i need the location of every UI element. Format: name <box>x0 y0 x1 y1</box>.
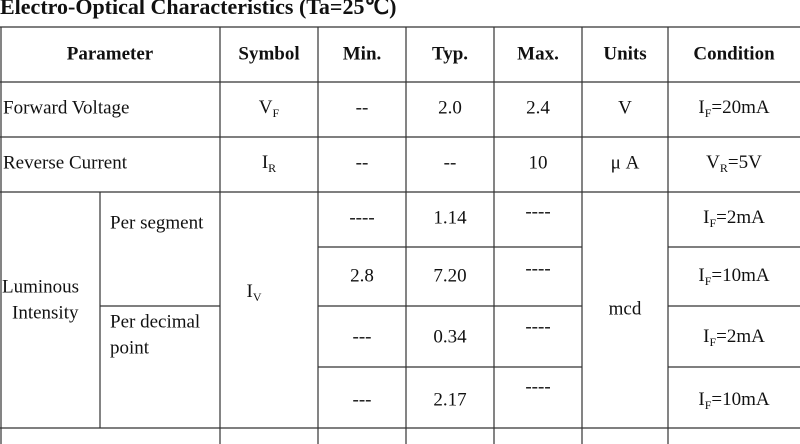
min-cell: --- <box>353 326 372 347</box>
subscript: F <box>705 106 712 120</box>
max-cell: ---- <box>525 258 550 279</box>
min-cell: --- <box>353 389 372 410</box>
table-grid <box>0 26 800 444</box>
title: Electro-Optical Characteristics (Ta=25℃) <box>0 0 397 19</box>
subscript: F <box>273 106 280 120</box>
condition-cell: IF=2mA <box>703 207 765 229</box>
typ-cell: 2.17 <box>433 389 466 410</box>
condition-cell: IF=20mA <box>698 97 770 119</box>
min-cell: 2.8 <box>350 265 374 286</box>
suffix: =2mA <box>716 326 765 347</box>
header-cell: Parameter <box>67 43 154 64</box>
subscript: R <box>268 161 276 175</box>
suffix: =10mA <box>711 389 769 410</box>
typ-cell: 0.34 <box>433 326 467 347</box>
header-cell: Condition <box>693 43 775 64</box>
min-cell: -- <box>356 97 369 118</box>
symbol-cell: IR <box>262 152 276 174</box>
subscript: F <box>705 398 712 412</box>
min-cell: ---- <box>349 207 374 228</box>
parameter-cell: Intensity <box>12 302 79 323</box>
main-text: V <box>259 97 273 118</box>
min-cell: -- <box>356 152 369 173</box>
symbol-cell: VF <box>259 97 280 119</box>
main-text: I <box>262 152 268 173</box>
suffix: =2mA <box>716 207 765 228</box>
typ-cell: 2.0 <box>438 97 462 118</box>
suffix: =10mA <box>711 265 769 286</box>
parameter-cell: Luminous <box>2 276 79 297</box>
condition-cell: VR=5V <box>706 152 762 174</box>
header-cell: Typ. <box>432 43 468 64</box>
parameter-cell: Forward Voltage <box>3 97 129 118</box>
parameter-cell: Reverse Current <box>3 152 128 173</box>
header-cell: Min. <box>343 43 382 64</box>
units-cell: mcd <box>609 298 642 319</box>
main-text: I <box>247 281 253 302</box>
main-text: I <box>698 389 704 410</box>
main-text: I <box>698 97 704 118</box>
condition-cell: IF=2mA <box>703 326 765 348</box>
max-cell: 2.4 <box>526 97 550 118</box>
main-text: I <box>703 207 709 228</box>
typ-cell: 7.20 <box>433 265 466 286</box>
condition-cell: IF=10mA <box>698 389 770 411</box>
subscript: F <box>709 335 716 349</box>
max-cell: 10 <box>529 152 548 173</box>
units-cell: V <box>618 97 632 118</box>
max-cell: ---- <box>525 316 550 337</box>
condition-cell: IF=10mA <box>698 265 770 287</box>
group-label: point <box>110 337 150 358</box>
group-label: Per decimal <box>110 311 200 332</box>
subscript: V <box>253 290 262 304</box>
main-text: I <box>698 265 704 286</box>
main-text: I <box>703 326 709 347</box>
subscript: F <box>705 274 712 288</box>
header-cell: Max. <box>517 43 559 64</box>
suffix: =20mA <box>711 97 769 118</box>
symbol-cell: IV <box>247 281 262 303</box>
typ-cell: 1.14 <box>433 207 467 228</box>
max-cell: ---- <box>525 376 550 397</box>
max-cell: ---- <box>525 201 550 222</box>
subscript: F <box>709 216 716 230</box>
suffix: =5V <box>728 152 762 173</box>
header-cell: Symbol <box>238 43 299 64</box>
subscript: R <box>720 161 728 175</box>
units-cell: μ A <box>611 152 640 173</box>
main-text: V <box>706 152 720 173</box>
typ-cell: -- <box>444 152 457 173</box>
header-cell: Units <box>603 43 646 64</box>
group-label: Per segment <box>110 212 204 233</box>
